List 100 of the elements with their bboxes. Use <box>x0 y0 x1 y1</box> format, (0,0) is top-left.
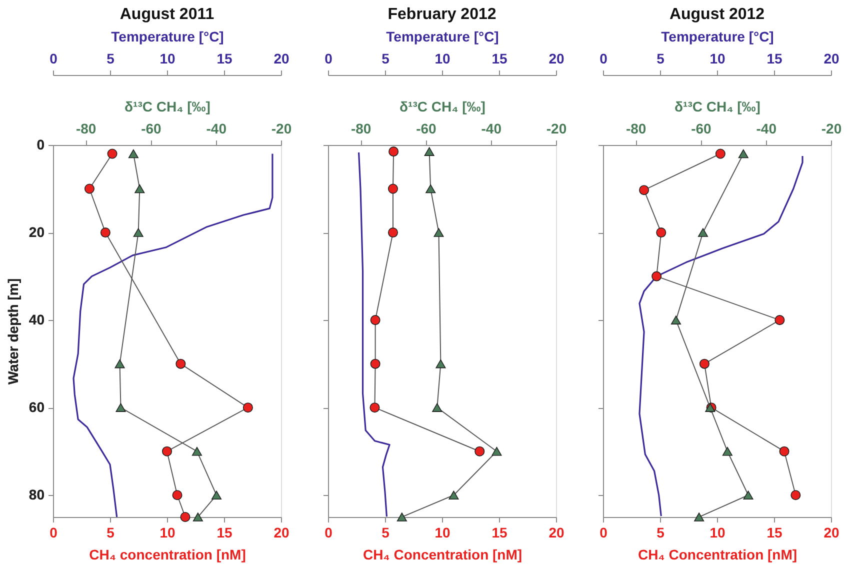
x2-tick-label: 10 <box>710 50 726 66</box>
x2-tick-label: 5 <box>382 50 390 66</box>
x-tick-label: -60 <box>141 120 162 136</box>
x2-tick-label: 15 <box>216 50 232 66</box>
x2-tick-label: 15 <box>492 50 508 66</box>
x-tick-label: 0 <box>50 524 58 540</box>
point <box>432 403 442 412</box>
x-axis-title: CH₄ Concentration [nM] <box>638 546 798 562</box>
point <box>639 185 650 196</box>
x-tick-label: 15 <box>766 524 782 540</box>
x-tick-label: 20 <box>548 524 564 540</box>
point <box>128 149 138 158</box>
x-tick-label: 15 <box>216 524 232 540</box>
x-tick-label: 15 <box>492 524 508 540</box>
point <box>212 490 222 500</box>
point <box>722 446 732 456</box>
point <box>192 446 202 456</box>
x2-tick-label: 10 <box>160 50 176 66</box>
chart-title: August 2012 <box>669 6 765 23</box>
point <box>370 402 380 413</box>
x-tick-label: 10 <box>710 524 726 540</box>
point <box>388 228 398 238</box>
point <box>388 184 398 194</box>
point <box>652 271 662 282</box>
point <box>779 446 790 456</box>
x2-tick-label: 10 <box>434 50 450 66</box>
x-tick-label: 0 <box>324 524 333 540</box>
point <box>474 446 485 456</box>
x-tick-label: 5 <box>382 524 390 540</box>
point <box>698 228 708 237</box>
x-tick-label: -20 <box>821 120 842 136</box>
y-tick-label: 80 <box>28 486 45 503</box>
point <box>176 358 186 369</box>
point <box>370 315 380 326</box>
point <box>192 512 203 522</box>
point <box>114 359 125 368</box>
point <box>738 149 748 158</box>
x2-tick-label: 0 <box>50 50 58 66</box>
x2-axis-title: Temperature [°C] <box>661 28 774 44</box>
x-axis-title: δ¹³C CH₄ [‰] <box>400 98 486 114</box>
x-tick-label: 5 <box>106 524 115 540</box>
x-tick-label: -80 <box>350 120 372 136</box>
point <box>694 512 704 522</box>
x-tick-label: -80 <box>626 120 646 136</box>
point <box>790 490 801 500</box>
point <box>100 228 110 238</box>
point <box>743 490 754 500</box>
x-tick-label: -40 <box>206 120 227 136</box>
x-tick-label: 10 <box>434 524 450 540</box>
point <box>656 228 666 238</box>
x-tick-label: 5 <box>656 524 665 540</box>
point <box>492 446 502 456</box>
point <box>116 403 126 412</box>
point <box>133 228 144 237</box>
x-axis-title: CH₄ Concentration [nM] <box>362 546 522 562</box>
x-axis-title: δ¹³C CH₄ [‰] <box>674 98 760 114</box>
x2-tick-label: 0 <box>324 50 333 66</box>
point <box>180 512 190 522</box>
chart-title: February 2012 <box>388 6 496 23</box>
x-axis-title: δ¹³C CH₄ [‰] <box>124 98 210 114</box>
x2-tick-label: 20 <box>548 50 564 66</box>
x-tick-label: -40 <box>756 120 777 136</box>
point <box>107 148 118 159</box>
point <box>424 147 434 156</box>
x-tick-label: -40 <box>481 120 502 136</box>
x2-tick-label: 20 <box>274 50 290 66</box>
x2-tick-label: 5 <box>656 50 665 66</box>
x2-axis-title: Temperature [°C] <box>111 28 224 44</box>
point <box>84 184 94 194</box>
x-tick-label: 0 <box>600 524 608 540</box>
x2-tick-label: 20 <box>824 50 840 66</box>
point <box>242 402 253 413</box>
point <box>715 148 726 159</box>
point <box>448 490 459 500</box>
y-tick-label: 40 <box>28 312 45 328</box>
point <box>434 228 444 237</box>
x-tick-label: -80 <box>76 120 96 136</box>
x-tick-label: 20 <box>274 524 290 540</box>
chart-title: August 2011 <box>120 6 214 23</box>
point <box>370 358 380 369</box>
x2-tick-label: 5 <box>106 50 115 66</box>
y-axis-title: Water depth [m] <box>4 278 21 385</box>
point <box>388 146 399 157</box>
point <box>699 358 710 369</box>
point <box>396 512 407 522</box>
x-tick-label: -60 <box>691 120 712 136</box>
x-tick-label: -20 <box>546 120 567 136</box>
x-tick-label: -20 <box>271 120 292 136</box>
x-tick-label: 10 <box>160 524 176 540</box>
x-tick-label: -60 <box>416 120 437 136</box>
point <box>134 184 145 194</box>
x2-axis-title: Temperature [°C] <box>386 28 499 44</box>
point <box>172 490 182 500</box>
x-tick-label: 20 <box>824 524 840 540</box>
point <box>162 446 172 456</box>
x-axis-title: CH₄ concentration [nM] <box>89 546 246 562</box>
x2-tick-label: 0 <box>600 50 608 66</box>
y-tick-label: 60 <box>28 399 45 416</box>
y-tick-label: 0 <box>36 136 45 152</box>
y-tick-label: 20 <box>28 224 45 240</box>
